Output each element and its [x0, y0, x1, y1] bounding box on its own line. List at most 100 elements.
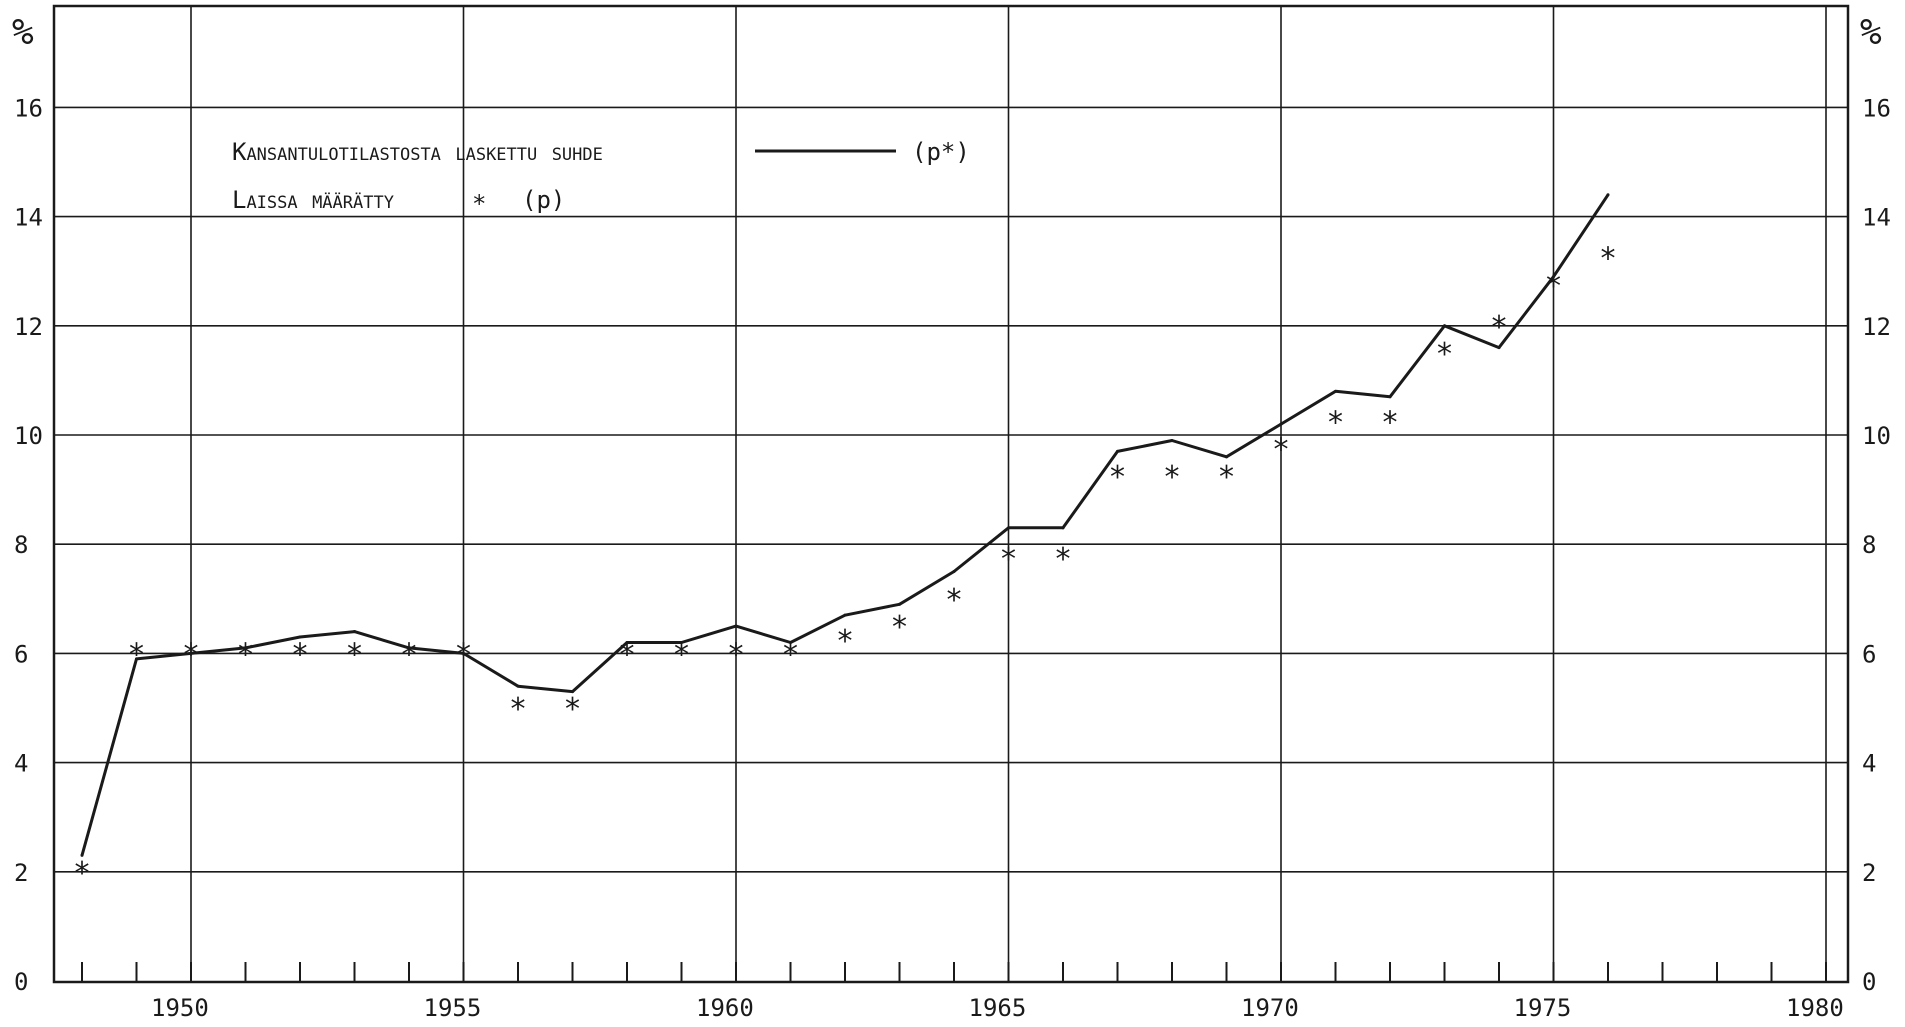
series: * * * * * * * * * * * * * * * * * * * * * * * * * * * * *: [75, 193, 1616, 891]
asterisk-marker-1974: *: [1492, 310, 1507, 345]
y-axis-left-labels: 0 2 4 6 8 10 12 14 16: [14, 94, 43, 996]
grid: [54, 6, 1848, 982]
asterisk-marker-1966: *: [1056, 542, 1071, 577]
asterisk-marker-1962: *: [838, 624, 853, 659]
line-point-1972: [1388, 395, 1392, 399]
line-point-1971: [1334, 389, 1337, 393]
legend-marker-glyph: *: [472, 190, 486, 218]
line-point-1959: [680, 640, 683, 644]
asterisk-marker-1960: *: [729, 637, 744, 672]
asterisk-marker-1965: *: [1001, 542, 1016, 577]
line-point-1965: [1007, 526, 1010, 530]
line-point-1962: [843, 613, 847, 617]
y-tick-label-right-4: 4: [1862, 750, 1876, 778]
asterisk-marker-1953: *: [347, 637, 362, 672]
y-tick-label-right-8: 8: [1862, 531, 1876, 559]
legend-marker-label: Laissa määrätty: [232, 186, 394, 214]
asterisk-marker-1955: *: [456, 637, 471, 672]
y-tick-label-left-8: 8: [14, 531, 28, 559]
y-tick-label-left-2: 2: [14, 859, 28, 887]
legend-line-symbol: (p*): [912, 138, 970, 166]
x-tick-label-1955: 1955: [424, 994, 482, 1022]
asterisk-marker-1968: *: [1165, 460, 1180, 495]
line-point-1949: [135, 657, 138, 661]
line-point-1948: [80, 853, 84, 857]
legend-line-label: Kansantulotilastosta laskettu suhde: [232, 138, 603, 166]
y-tick-label-left-6: 6: [14, 640, 28, 668]
y-tick-label-left-12: 12: [14, 313, 43, 341]
asterisk-marker-1973: *: [1437, 337, 1452, 372]
asterisk-marker-1958: *: [620, 637, 635, 672]
line-point-1951: [244, 646, 247, 650]
line-point-1961: [789, 640, 792, 644]
line-point-1954: [407, 646, 411, 650]
y-tick-label-left-10: 10: [14, 422, 43, 450]
asterisk-marker-1972: *: [1383, 405, 1398, 440]
asterisk-marker-1967: *: [1110, 460, 1125, 495]
legend-marker-symbol: (p): [522, 186, 565, 214]
x-tick-label-1950: 1950: [151, 994, 209, 1022]
y-tick-label-left-14: 14: [14, 204, 43, 232]
x-tick-label-1970: 1970: [1241, 994, 1299, 1022]
asterisk-marker-1952: *: [293, 637, 308, 672]
asterisk-marker-1951: *: [238, 637, 253, 672]
asterisk-marker-1956: *: [511, 692, 526, 727]
asterisk-marker-1964: *: [947, 583, 962, 618]
asterisk-marker-1971: *: [1328, 405, 1343, 440]
line-point-1967: [1116, 449, 1119, 453]
x-tick-label-1980: 1980: [1786, 994, 1844, 1022]
y-unit-label-left: %: [12, 12, 34, 53]
asterisk-marker-1963: *: [892, 610, 907, 645]
y-tick-label-right-0: 0: [1862, 968, 1876, 996]
y-tick-label-right-10: 10: [1862, 422, 1891, 450]
line-point-1958: [625, 640, 629, 644]
line-point-1976: [1606, 193, 1610, 197]
series-line-p-star: [80, 193, 1610, 856]
line-point-1968: [1170, 438, 1174, 442]
line-point-1966: [1061, 526, 1065, 530]
line-point-1952: [298, 635, 302, 639]
y-tick-label-left-0: 0: [14, 968, 28, 996]
y-tick-label-right-6: 6: [1862, 640, 1876, 668]
asterisk-marker-1959: *: [674, 637, 689, 672]
y-tick-label-right-16: 16: [1862, 94, 1891, 122]
asterisk-marker-1957: *: [565, 692, 580, 727]
asterisk-marker-1950: *: [184, 637, 199, 672]
y-tick-label-left-16: 16: [14, 94, 43, 122]
asterisk-marker-1975: *: [1546, 269, 1561, 304]
x-tick-label-1975: 1975: [1514, 994, 1572, 1022]
line-point-1964: [952, 570, 956, 573]
line-point-1963: [898, 602, 901, 606]
line-point-1950: [189, 651, 193, 655]
x-tick-label-1960: 1960: [696, 994, 754, 1022]
y-tick-label-left-4: 4: [14, 750, 28, 778]
y-unit-label-right: %: [1860, 12, 1882, 53]
asterisk-marker-1961: *: [783, 637, 798, 672]
asterisk-marker-1976: *: [1601, 242, 1616, 277]
y-tick-label-right-14: 14: [1862, 204, 1891, 232]
asterisk-marker-1948: *: [75, 856, 90, 891]
x-axis-labels: 1950 1955 1960 1965 1970 1975 1980: [151, 994, 1844, 1022]
y-tick-label-right-2: 2: [1862, 859, 1876, 887]
line-point-1974: [1497, 346, 1501, 350]
line-point-1955: [462, 651, 465, 655]
line-point-1960: [734, 624, 738, 628]
line-point-1956: [516, 684, 520, 688]
plot-frame: [52, 4, 1850, 984]
asterisk-marker-1954: *: [402, 637, 417, 672]
asterisk-marker-1969: *: [1219, 460, 1234, 495]
line-point-1970: [1279, 422, 1283, 426]
line-point-1957: [571, 690, 574, 694]
legend: Kansantulotilastosta laskettu suhde (p*)…: [232, 138, 970, 218]
line-point-1969: [1225, 455, 1228, 459]
line-point-1953: [353, 630, 356, 634]
x-tick-label-1965: 1965: [969, 994, 1027, 1022]
asterisk-marker-1970: *: [1274, 433, 1289, 468]
asterisk-marker-1949: *: [129, 637, 144, 672]
line-point-1973: [1443, 324, 1446, 328]
x-minor-ticks: [81, 962, 1827, 982]
line-point-1975: [1552, 275, 1555, 279]
y-axis-right-labels: 0 2 4 6 8 10 12 14 16: [1862, 94, 1891, 996]
y-tick-label-right-12: 12: [1862, 313, 1891, 341]
